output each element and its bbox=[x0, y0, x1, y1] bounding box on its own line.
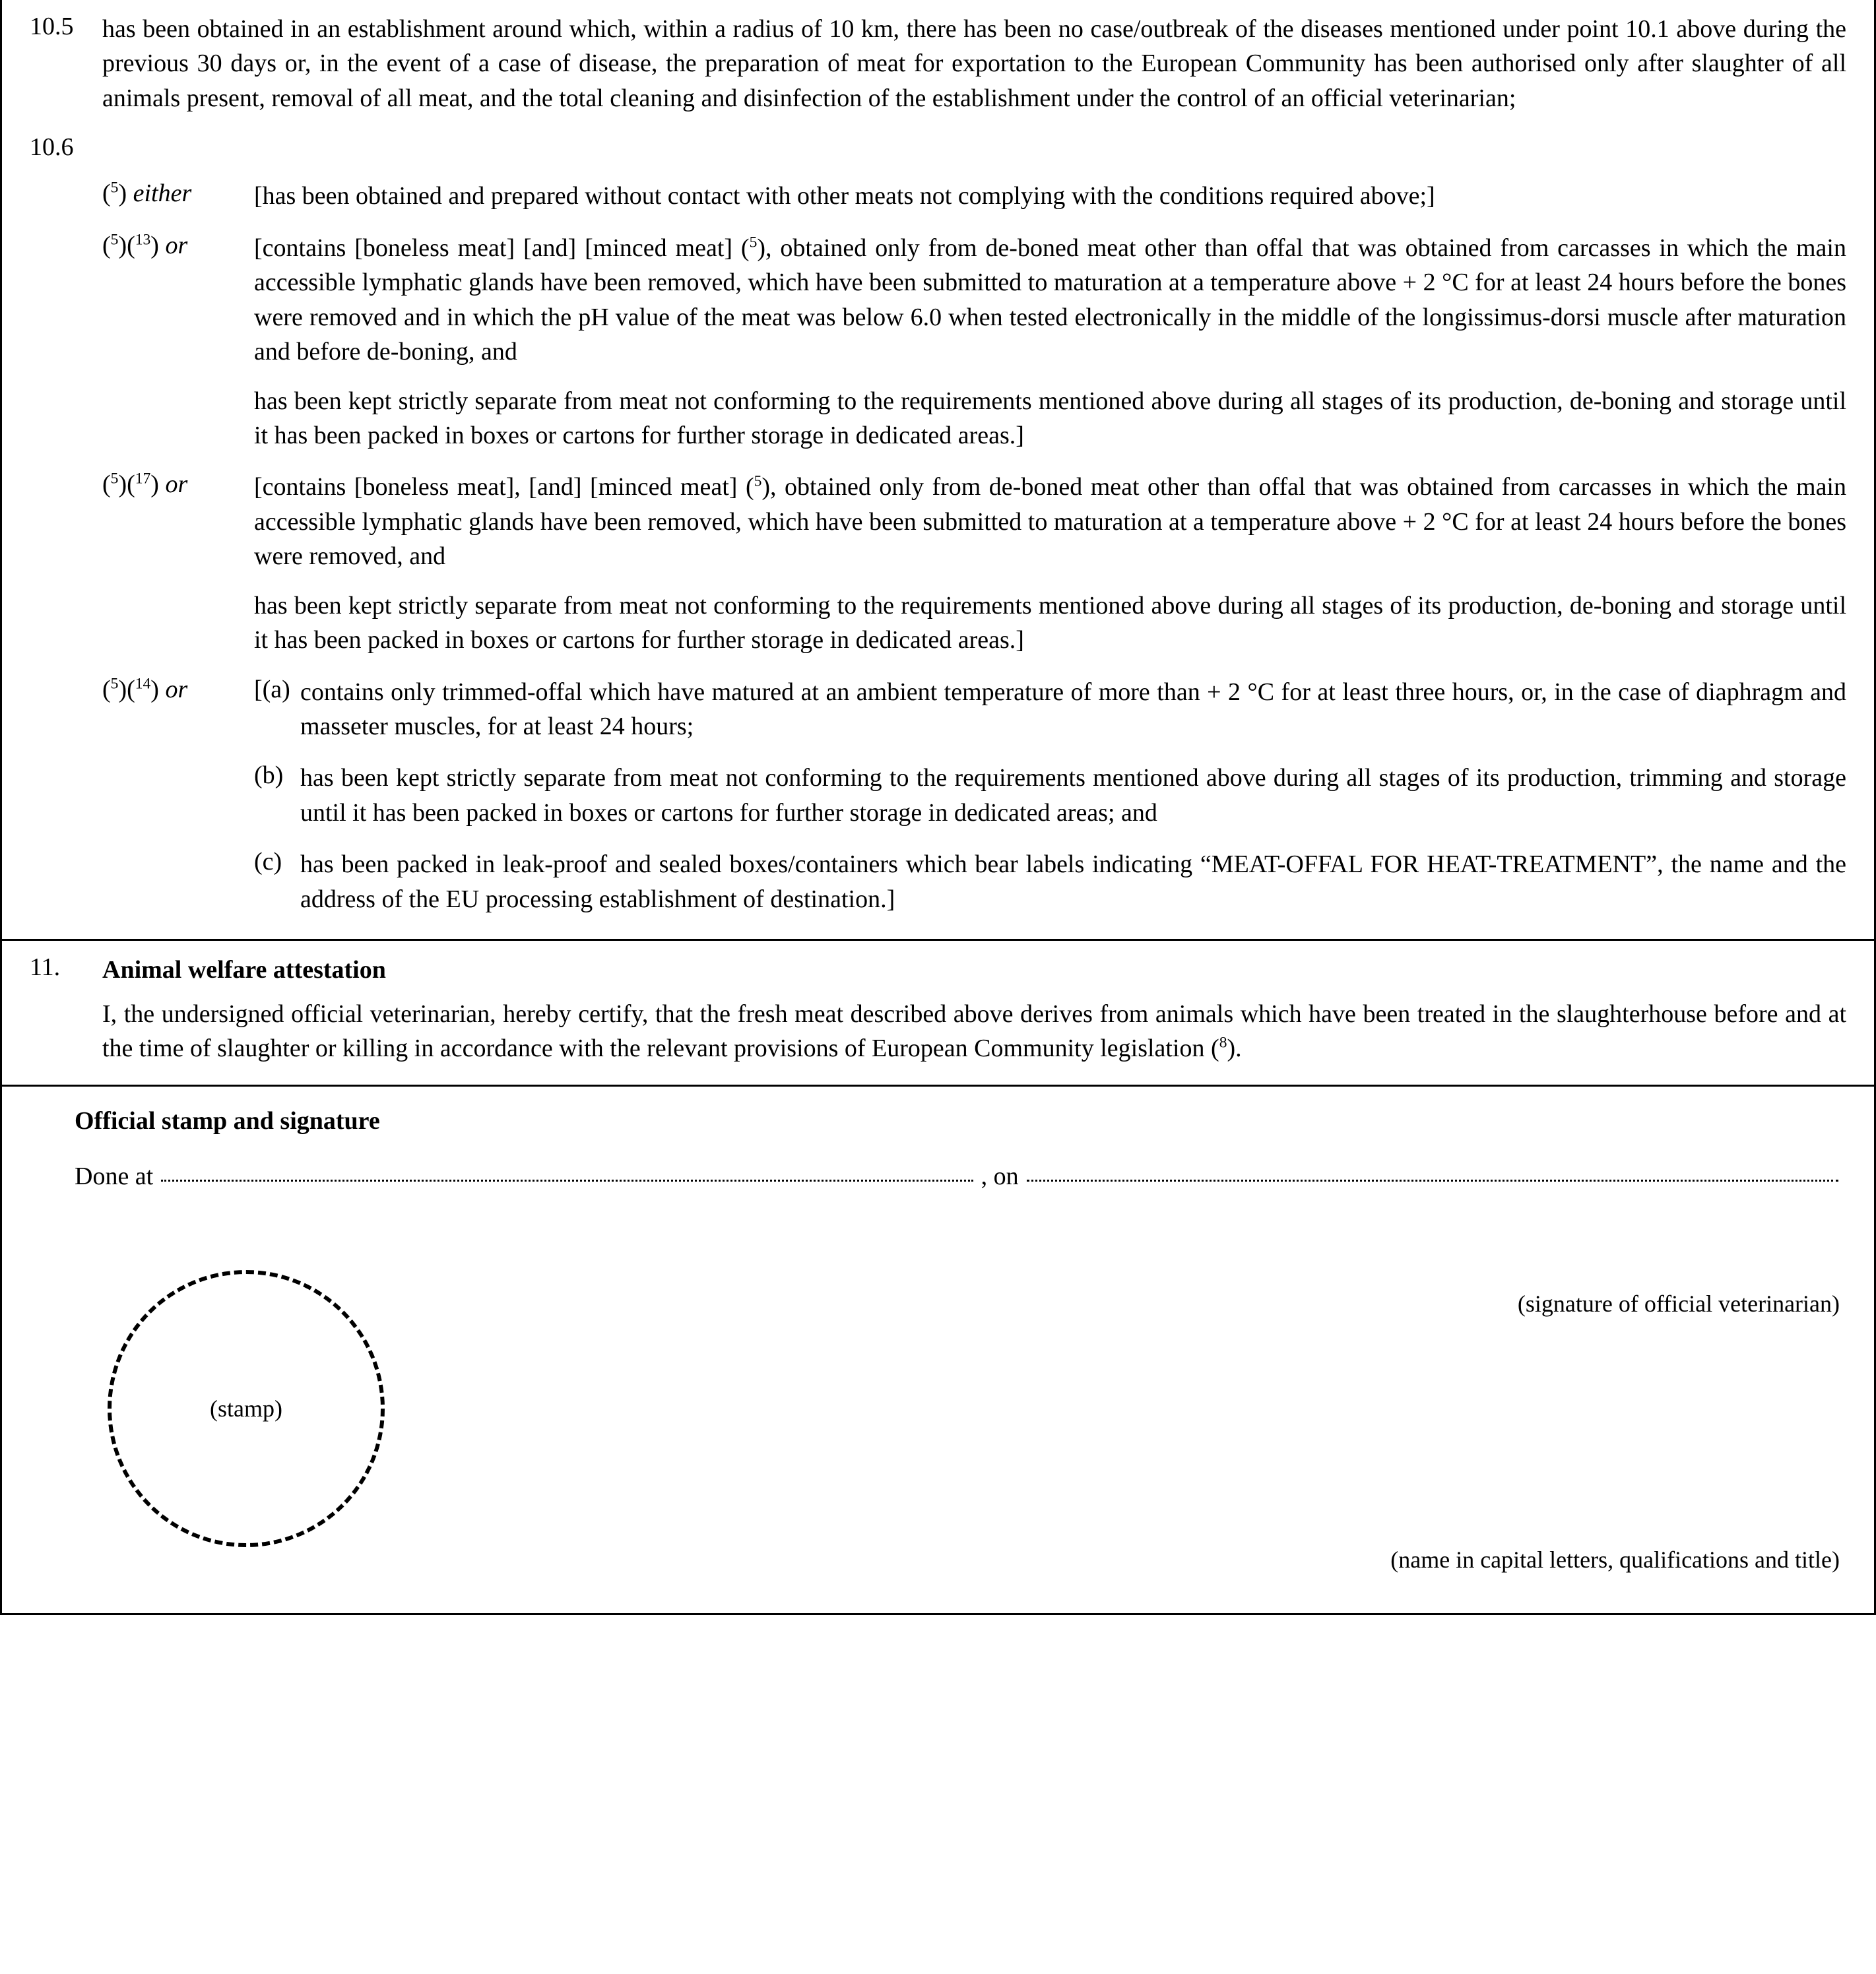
option-text: contains only trimmed-offal which have m… bbox=[300, 675, 1846, 744]
clause-number: 11. bbox=[30, 953, 102, 987]
signature-title: Official stamp and signature bbox=[75, 1106, 1846, 1135]
on-label: , on bbox=[981, 1162, 1019, 1191]
stamp-area: (stamp) bbox=[75, 1244, 418, 1574]
sub-label: (b) bbox=[254, 761, 300, 830]
option-or-17: (5)(17) or [contains [boneless meat], [a… bbox=[102, 470, 1846, 657]
sub-label: (c) bbox=[254, 847, 300, 916]
dotted-field[interactable] bbox=[161, 1180, 973, 1182]
option-ref: (5)(17) or bbox=[102, 470, 254, 657]
clause-10-6-header: 10.6 bbox=[30, 133, 1846, 162]
clause-number: 10.5 bbox=[30, 12, 102, 115]
done-at-label: Done at bbox=[75, 1162, 153, 1191]
clause-number: 10.6 bbox=[30, 133, 102, 162]
option-or-14-b: (b) has been kept strictly separate from… bbox=[102, 761, 1846, 830]
option-or-14-c: (c) has been packed in leak-proof and se… bbox=[102, 847, 1846, 916]
done-at-line: Done at , on bbox=[75, 1162, 1846, 1191]
clause-10-block: 10.5 has been obtained in an establishme… bbox=[2, 0, 1874, 939]
option-text: [contains [boneless meat] [and] [minced … bbox=[254, 231, 1846, 453]
signature-caption: (signature of official veterinarian) bbox=[418, 1290, 1840, 1318]
option-either: (5) either [has been obtained and prepar… bbox=[102, 179, 1846, 213]
name-caption: (name in capital letters, qualifications… bbox=[418, 1546, 1840, 1574]
clause-11-title-row: 11. Animal welfare attestation bbox=[30, 953, 1846, 987]
dotted-field[interactable] bbox=[1027, 1180, 1838, 1182]
option-ref: (5)(14) or bbox=[102, 675, 254, 744]
clause-10-6-options: (5) either [has been obtained and prepar… bbox=[30, 179, 1846, 916]
option-ref: (5)(13) or bbox=[102, 231, 254, 453]
option-text: [contains [boneless meat], [and] [minced… bbox=[254, 470, 1846, 657]
clause-11-text-row: I, the undersigned official veterinarian… bbox=[30, 997, 1846, 1066]
option-or-14-a: (5)(14) or [(a) contains only trimmed-of… bbox=[102, 675, 1846, 744]
option-text: has been kept strictly separate from mea… bbox=[300, 761, 1846, 830]
stamp-circle: (stamp) bbox=[108, 1270, 385, 1547]
clause-title: Animal welfare attestation bbox=[102, 953, 1846, 987]
option-or-13: (5)(13) or [contains [boneless meat] [an… bbox=[102, 231, 1846, 453]
option-text: has been packed in leak-proof and sealed… bbox=[300, 847, 1846, 916]
sub-label: [(a) bbox=[254, 675, 300, 744]
signature-block: Official stamp and signature Done at , o… bbox=[2, 1087, 1874, 1613]
clause-10-5: 10.5 has been obtained in an establishme… bbox=[30, 12, 1846, 115]
clause-11-block: 11. Animal welfare attestation I, the un… bbox=[2, 941, 1874, 1084]
clause-text: has been obtained in an establishment ar… bbox=[102, 12, 1846, 115]
clause-text: I, the undersigned official veterinarian… bbox=[102, 997, 1846, 1066]
stamp-label: (stamp) bbox=[210, 1395, 282, 1422]
option-text: [has been obtained and prepared without … bbox=[254, 179, 1846, 213]
option-ref: (5) either bbox=[102, 179, 254, 213]
